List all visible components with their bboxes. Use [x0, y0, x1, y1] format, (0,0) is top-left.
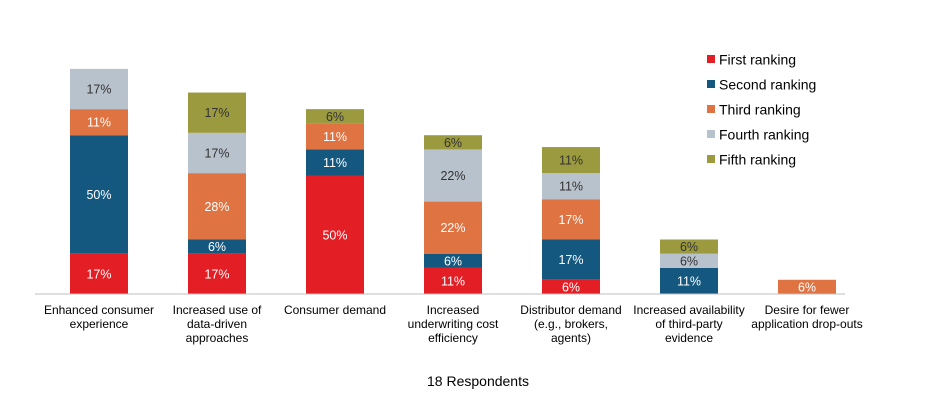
category-label: Desire for fewer application drop-outs — [751, 303, 862, 331]
bar-segment — [542, 147, 600, 174]
bar-segment — [70, 68, 128, 110]
bar-segment — [306, 149, 364, 176]
x-axis-label: 18 Respondents — [427, 373, 529, 389]
data-label: 50% — [322, 228, 347, 242]
data-label: 28% — [204, 200, 229, 214]
data-label: 6% — [562, 280, 580, 294]
legend-label: Second ranking — [719, 77, 816, 93]
legend: First ranking Second ranking Third ranking… — [707, 52, 816, 168]
category-label: Increased availability of third-party evid… — [633, 303, 744, 345]
bar-segment — [424, 149, 482, 202]
category-label: Consumer demand — [284, 303, 386, 317]
bar-segment — [70, 135, 128, 254]
legend-swatch — [707, 155, 715, 163]
bar-segment — [424, 201, 482, 254]
bar-segment — [424, 267, 482, 294]
bar-segment — [542, 199, 600, 240]
bar-segment — [70, 253, 128, 294]
bar-segment — [542, 279, 600, 294]
category-label: Distributor demand (e.g., brokers, agents) — [520, 303, 621, 345]
bar-segment — [188, 132, 246, 174]
data-label: 11% — [559, 180, 583, 194]
legend-label: Fourth ranking — [719, 127, 809, 143]
data-label: 17% — [558, 253, 583, 267]
bar-segment — [778, 279, 836, 294]
legend-label: First ranking — [719, 52, 796, 68]
data-label: 17% — [86, 82, 111, 96]
data-label: 11% — [559, 154, 583, 168]
bar-segment — [188, 239, 246, 254]
bar-segment — [542, 239, 600, 280]
bar-segment — [188, 253, 246, 294]
data-label: 6% — [680, 240, 698, 254]
data-label: 22% — [440, 169, 465, 183]
bar-segment — [306, 123, 364, 150]
legend-label: Third ranking — [719, 102, 801, 118]
data-label: 17% — [204, 146, 229, 160]
category-label: Enhanced consumer experience — [44, 303, 154, 331]
data-label: 11% — [677, 274, 701, 288]
bar-segment — [306, 109, 364, 124]
data-label: 11% — [87, 116, 111, 130]
data-label: 11% — [323, 156, 347, 170]
data-label: 6% — [208, 240, 226, 254]
legend-label: Fifth ranking — [719, 152, 796, 168]
category-labels: Enhanced consumer experience Increased use… — [44, 303, 863, 345]
category-label: Increased use of data-driven approaches — [173, 303, 262, 345]
bars-layer: 17% 50% 11% 17% 17% 6% 28% 17% 17% 50% 11% 11% 6% 11%… — [70, 68, 836, 294]
data-label: 6% — [326, 110, 344, 124]
bar-segment — [542, 173, 600, 200]
data-label: 17% — [86, 267, 111, 281]
bar-segment — [660, 253, 718, 268]
bar-segment — [660, 267, 718, 294]
data-label: 6% — [444, 254, 462, 268]
data-label: 6% — [798, 280, 816, 294]
data-label: 6% — [680, 254, 698, 268]
bar-segment — [424, 253, 482, 268]
category-label: Increased underwriting cost efficiency — [408, 303, 499, 345]
data-label: 17% — [204, 106, 229, 120]
data-label: 17% — [204, 267, 229, 281]
data-label: 17% — [558, 213, 583, 227]
legend-swatch — [707, 55, 715, 63]
bar-segment — [306, 175, 364, 294]
data-label: 11% — [441, 274, 465, 288]
data-label: 6% — [444, 136, 462, 150]
legend-swatch — [707, 80, 715, 88]
data-label: 50% — [86, 188, 111, 202]
bar-segment — [188, 92, 246, 133]
data-label: 22% — [440, 221, 465, 235]
legend-swatch — [707, 130, 715, 138]
data-label: 11% — [323, 130, 347, 144]
bar-segment — [660, 239, 718, 254]
legend-swatch — [707, 105, 715, 113]
bar-segment — [70, 109, 128, 136]
bar-segment — [188, 173, 246, 240]
bar-segment — [424, 135, 482, 150]
